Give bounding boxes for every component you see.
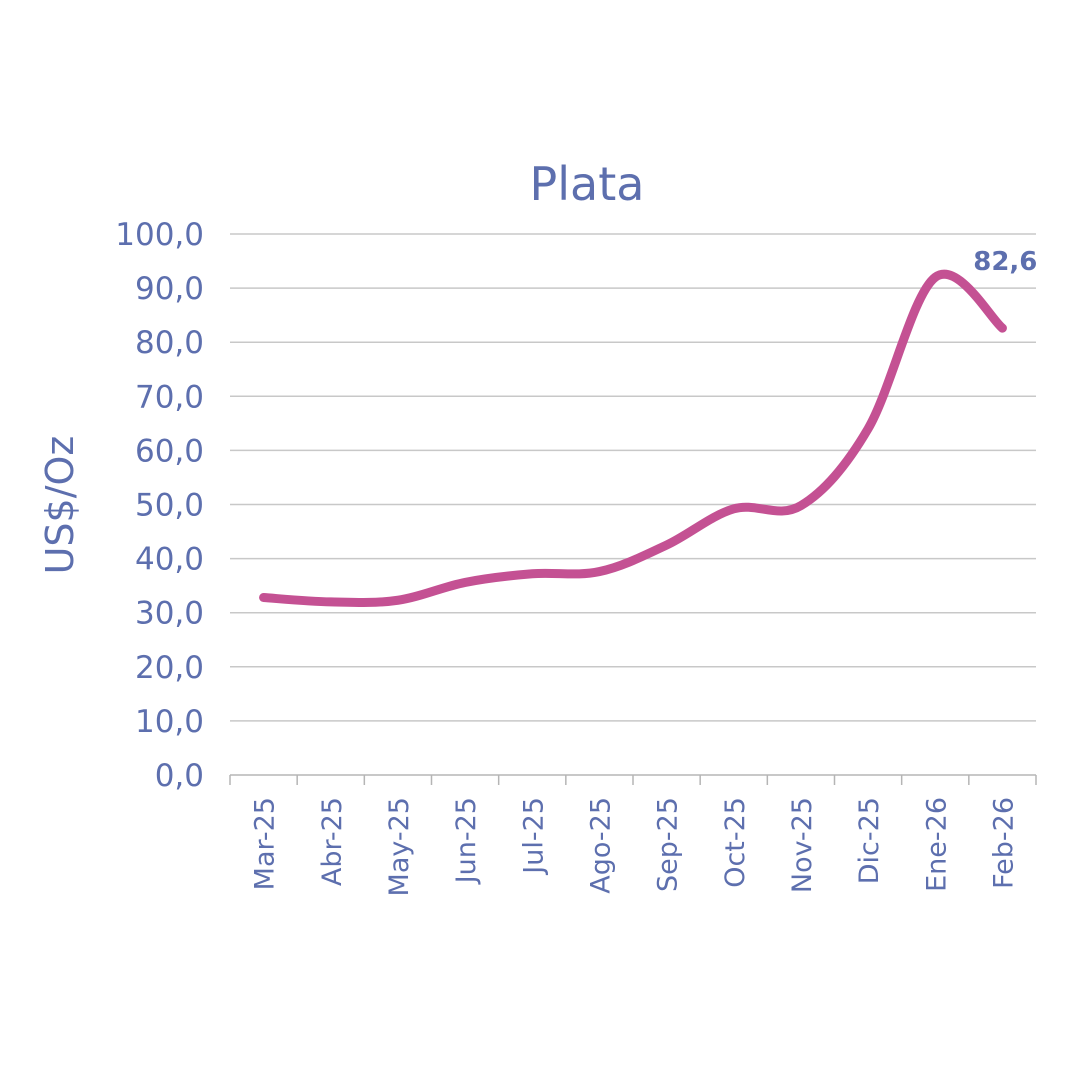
y-tick-label: 0,0 xyxy=(155,758,204,794)
x-tick-label: Sep-25 xyxy=(653,797,684,892)
y-axis-label: US$/Oz xyxy=(38,436,82,575)
data-point xyxy=(1001,327,1003,329)
y-tick-label: 80,0 xyxy=(135,325,204,361)
data-point xyxy=(397,599,399,601)
x-tick-label: May-25 xyxy=(384,797,415,896)
data-labels: 82,6 xyxy=(973,247,1037,277)
gridlines xyxy=(230,233,1036,722)
y-tick-label: 60,0 xyxy=(135,433,204,469)
y-tick-label: 10,0 xyxy=(135,704,204,740)
data-point xyxy=(263,597,265,599)
data-point xyxy=(733,508,735,510)
x-tick-label: Jun-25 xyxy=(451,797,482,885)
data-point xyxy=(867,428,869,430)
x-tick-label: Jul-25 xyxy=(518,797,549,876)
x-tick-label: Oct-25 xyxy=(720,797,751,888)
x-tick-label: Abr-25 xyxy=(317,797,348,886)
x-tick-label: Nov-25 xyxy=(787,797,818,893)
data-point xyxy=(531,573,533,575)
y-tick-label: 50,0 xyxy=(135,488,204,524)
y-axis-ticks: 0,0 10,0 20,0 30,0 40,0 50,0 60,0 70,0 80,0 90,0 1… xyxy=(115,217,204,794)
y-tick-label: 40,0 xyxy=(135,542,204,578)
x-tick-label: Dic-25 xyxy=(854,797,885,884)
data-point xyxy=(934,276,936,278)
x-tick-label: Feb-26 xyxy=(988,797,1019,889)
data-label: 82,6 xyxy=(973,247,1037,277)
x-tick-label: Mar-25 xyxy=(250,797,281,890)
x-tick-label: Ago-25 xyxy=(585,797,616,894)
chart-title: Plata xyxy=(530,157,645,211)
data-point xyxy=(598,571,600,573)
y-tick-label: 30,0 xyxy=(135,596,204,632)
series-layer xyxy=(259,269,1007,607)
data-point xyxy=(800,505,802,507)
y-tick-label: 100,0 xyxy=(115,217,204,253)
y-tick-label: 70,0 xyxy=(135,379,204,415)
data-point xyxy=(464,581,466,583)
x-tick-label: Ene-26 xyxy=(921,797,952,892)
series-line xyxy=(259,269,1007,607)
y-tick-label: 90,0 xyxy=(135,271,204,307)
y-tick-label: 20,0 xyxy=(135,650,204,686)
x-axis: Mar-25 Abr-25 May-25 Jun-25 Jul-25 Ago-25 Sep-… xyxy=(229,774,1037,896)
data-point xyxy=(666,544,668,546)
data-point xyxy=(330,601,332,603)
